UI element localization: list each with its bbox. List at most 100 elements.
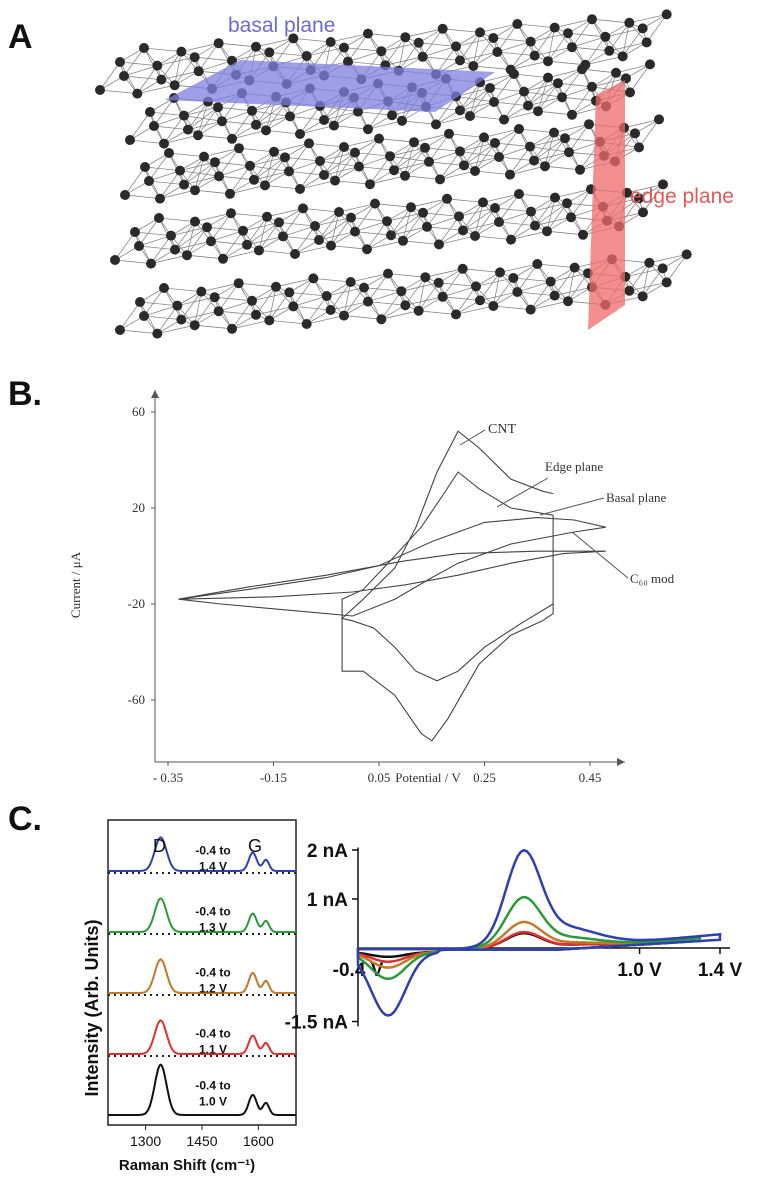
panel-b-ylabel: Current / μA <box>68 551 83 618</box>
panel-b-series-basal-plane <box>178 517 606 617</box>
carbon-atom <box>455 146 465 157</box>
lattice-bond <box>389 147 426 157</box>
panel-b-series-cnt <box>340 430 554 682</box>
lattice-bond <box>358 138 380 167</box>
lattice-bond <box>198 60 233 72</box>
lattice-bond <box>255 116 291 126</box>
lattice-bond <box>390 206 412 236</box>
lattice-bond <box>288 292 308 325</box>
carbon-atom <box>319 170 329 180</box>
carbon-atom <box>278 231 288 242</box>
lattice-bond <box>479 291 518 301</box>
lattice-bond <box>510 60 549 70</box>
lattice-bond <box>459 151 500 158</box>
carbon-atom <box>437 291 448 302</box>
carbon-atom <box>247 105 257 116</box>
carbon-atom <box>661 277 672 288</box>
lattice-bond <box>533 132 555 161</box>
lattice-bond <box>609 42 647 52</box>
lattice-bond <box>442 296 481 301</box>
carbon-atom <box>418 207 428 218</box>
lattice-bond <box>255 306 294 316</box>
lattice-bond <box>523 82 559 92</box>
lattice-bond <box>463 137 485 166</box>
cv-y-tick-label: 1 nA <box>307 890 348 911</box>
lattice-bond <box>137 84 175 94</box>
carbon-atom <box>492 47 503 57</box>
carbon-atom <box>451 309 461 320</box>
carbon-atom <box>512 287 523 297</box>
lattice-bond <box>231 320 270 330</box>
lattice-bond <box>561 96 597 102</box>
carbon-atom <box>420 142 430 153</box>
lattice-bond <box>615 64 651 74</box>
lattice-bond <box>187 120 223 130</box>
lattice-bond <box>567 33 586 65</box>
carbon-atom <box>514 124 524 134</box>
carbon-atom <box>353 106 363 117</box>
lattice-bond <box>462 268 501 273</box>
lattice-bond <box>266 208 304 218</box>
lattice-bond <box>218 147 240 177</box>
carbon-atom <box>435 174 445 185</box>
carbon-atom <box>285 111 295 122</box>
lattice-bond <box>518 128 555 133</box>
carbon-atom <box>319 115 329 125</box>
lattice-bond <box>218 42 257 48</box>
lattice-bond <box>218 300 253 312</box>
carbon-atom <box>144 176 154 186</box>
lattice-bond <box>186 254 224 260</box>
panel-b-y-tick-label: -20 <box>128 596 145 611</box>
carbon-atom <box>209 292 220 303</box>
lattice-bond <box>498 211 532 223</box>
lattice-bond <box>546 230 584 236</box>
lattice-bond <box>144 166 181 171</box>
lattice-bond <box>479 272 501 301</box>
panel-b-cv-chart: 60 20 -20 -60 - 0.35 -0.15 0.05 0.25 0.45 CNT Ed… <box>68 390 675 785</box>
carbon-atom <box>156 74 167 85</box>
lattice-bond <box>422 46 457 58</box>
edge-plane <box>588 80 625 330</box>
carbon-atom <box>490 203 500 213</box>
carbon-atom <box>374 133 384 144</box>
lattice-bond <box>629 64 651 93</box>
lattice-bond <box>547 27 556 62</box>
carbon-atom <box>575 164 585 175</box>
lattice-bond <box>218 175 255 181</box>
carbon-atom <box>638 207 648 218</box>
lattice-bond <box>473 65 511 70</box>
lattice-bond <box>646 14 667 43</box>
lattice-bond <box>174 226 208 250</box>
lattice-bond <box>638 119 660 148</box>
lattice-bond <box>517 23 555 28</box>
carbon-atom <box>413 305 424 316</box>
lattice-bond <box>494 207 532 212</box>
lattice-bond <box>418 282 439 312</box>
lattice-bond <box>238 283 257 315</box>
carbon-atom <box>169 80 180 91</box>
lattice-bond <box>497 23 518 53</box>
lattice-bond <box>343 287 365 316</box>
lattice-bond <box>163 287 182 320</box>
panel-b-xlabel: Potential / V <box>395 770 461 785</box>
lattice-bond <box>459 82 481 111</box>
carbon-atom <box>567 109 577 120</box>
lattice-bond <box>350 217 388 222</box>
carbon-atom <box>437 23 448 34</box>
carbon-atom <box>310 221 320 231</box>
carbon-atom <box>139 311 149 321</box>
lattice-bond <box>367 33 406 38</box>
carbon-atom <box>251 309 261 320</box>
lattice-bond <box>492 37 512 70</box>
lattice-bond <box>181 291 202 320</box>
carbon-atom <box>234 143 244 154</box>
lattice-bond <box>473 37 494 67</box>
carbon-atom <box>95 85 105 95</box>
lattice-bond <box>561 68 583 98</box>
lattice-bond <box>386 212 424 222</box>
carbon-atom <box>301 51 312 61</box>
carbon-atom <box>624 17 635 28</box>
lattice-bond <box>405 296 443 306</box>
lattice-bond <box>238 147 275 153</box>
carbon-atom <box>488 301 499 311</box>
